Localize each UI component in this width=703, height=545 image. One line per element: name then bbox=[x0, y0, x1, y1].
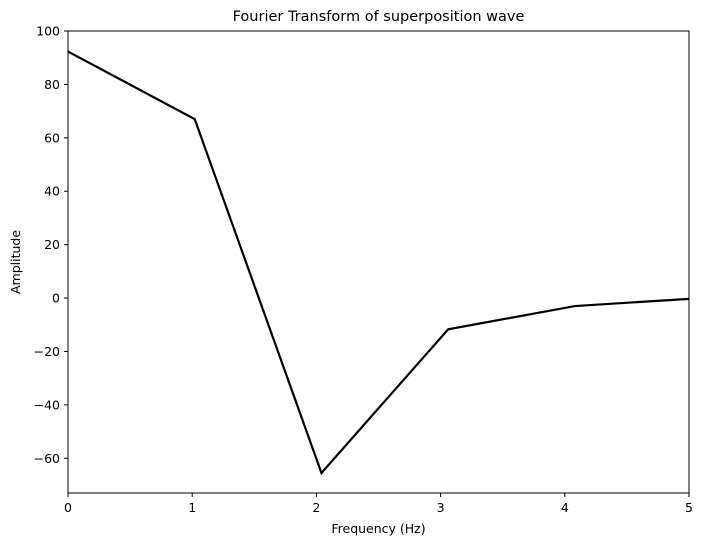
y-tick-label: 0 bbox=[52, 291, 60, 306]
data-point bbox=[688, 298, 690, 300]
y-tick-label: −40 bbox=[34, 397, 60, 412]
x-axis: 0 1 2 3 4 5 bbox=[64, 493, 693, 515]
chart-title: Fourier Transform of superposition wave bbox=[233, 9, 525, 25]
data-point bbox=[194, 118, 196, 120]
x-tick-label: 0 bbox=[64, 500, 72, 515]
x-tick-label: 2 bbox=[312, 500, 320, 515]
x-tick-label: 4 bbox=[561, 500, 569, 515]
x-axis-label: Frequency (Hz) bbox=[331, 521, 425, 536]
data-point bbox=[67, 50, 69, 53]
y-tick-label: −20 bbox=[34, 344, 60, 359]
y-tick-label: 60 bbox=[44, 130, 60, 145]
y-tick-label: 40 bbox=[44, 184, 60, 199]
y-axis: −60 −40 −20 0 20 40 60 80 100 bbox=[34, 24, 68, 466]
y-tick-label: 100 bbox=[36, 24, 60, 39]
x-tick-label: 5 bbox=[685, 500, 693, 515]
y-tick-label: 20 bbox=[44, 237, 60, 252]
data-point bbox=[447, 328, 449, 330]
x-tick-label: 3 bbox=[437, 500, 445, 515]
data-point bbox=[320, 472, 323, 474]
series-line bbox=[67, 50, 690, 476]
y-tick-label: 80 bbox=[44, 77, 60, 92]
y-axis-label: Amplitude bbox=[8, 230, 23, 294]
x-tick-label: 1 bbox=[188, 500, 196, 515]
y-tick-label: −60 bbox=[34, 451, 60, 466]
plot-frame bbox=[67, 30, 690, 494]
series-group bbox=[67, 50, 690, 476]
data-point bbox=[574, 305, 576, 307]
